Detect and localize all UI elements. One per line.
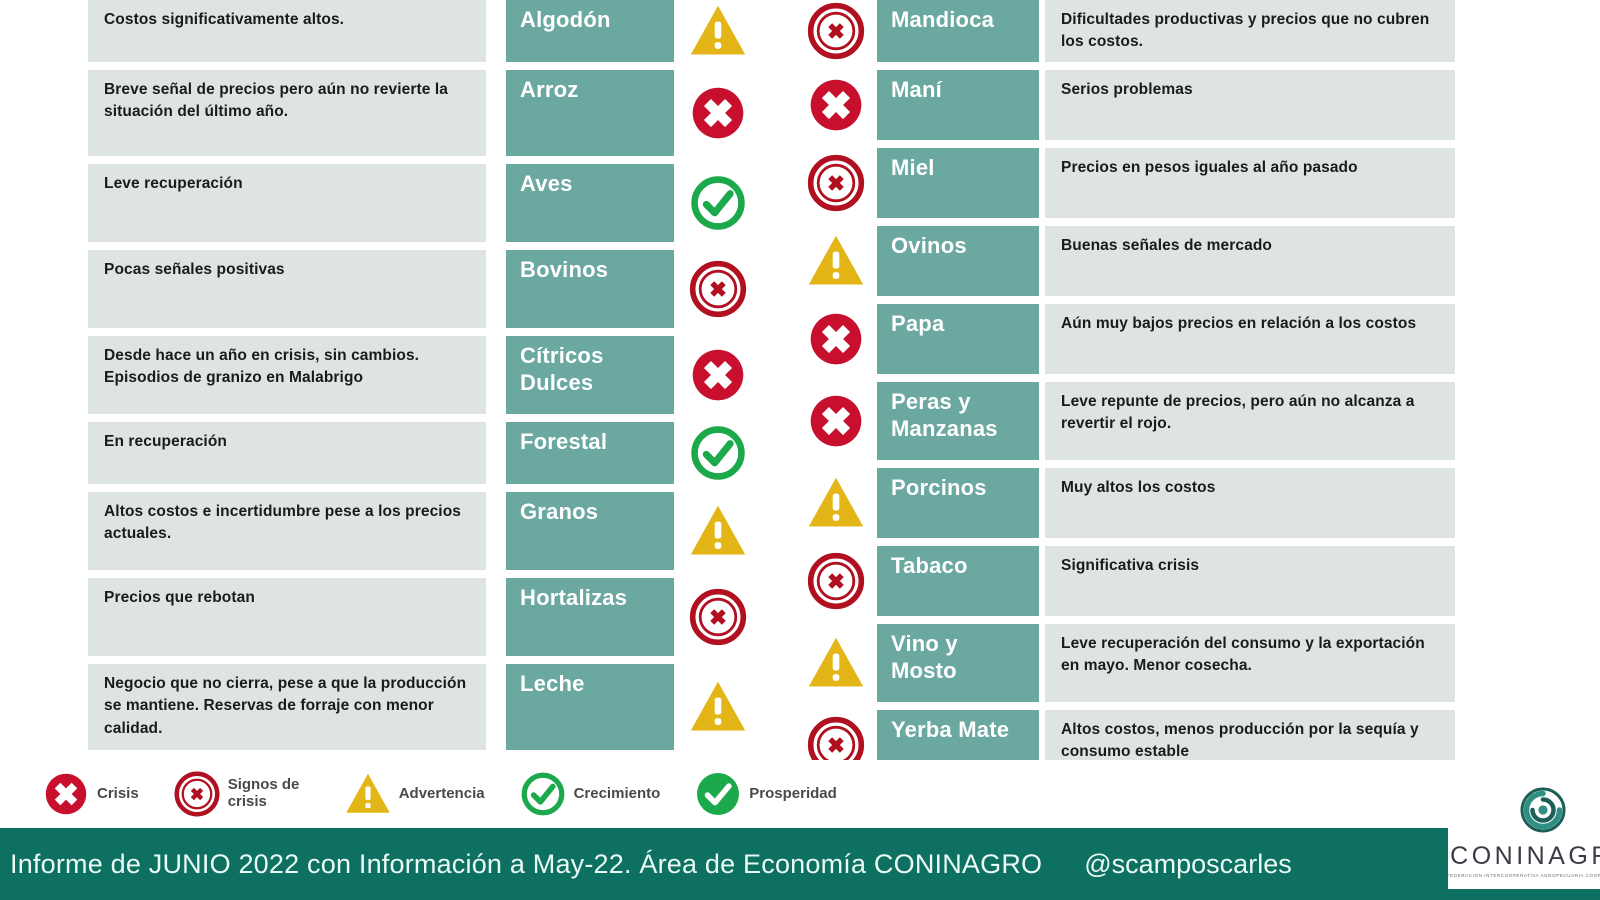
legend-item-label: Prosperidad [749,784,837,802]
row-status-signos-de-crisis-icon [676,578,760,656]
status-row: Costos significativamente altos. Algodón [88,0,778,62]
row-product-name: Cítricos Dulces [506,336,674,414]
row-product-name: Maní [877,70,1039,140]
row-product-name: Ovinos [877,226,1039,296]
row-description: Altos costos e incertidumbre pese a los … [88,492,486,570]
status-row: Aún muy bajos precios en relación a los … [795,304,1485,374]
row-status-signos-de-crisis-icon [795,546,877,616]
status-row: Buenas señales de mercado Ovinos [795,226,1485,296]
row-description: Buenas señales de mercado [1045,226,1455,296]
advertencia-icon [344,770,392,818]
row-product-name: Porcinos [877,468,1039,538]
row-product-name: Granos [506,492,674,570]
legend-item: Prosperidad [694,770,837,818]
row-status-crecimiento-icon [676,164,760,242]
legend-item: Advertencia [344,770,485,818]
row-status-crecimiento-icon [676,422,760,484]
row-description: Desde hace un año en crisis, sin cambios… [88,336,486,414]
row-product-name: Hortalizas [506,578,674,656]
row-product-name: Peras y Manzanas [877,382,1039,460]
row-product-name: Forestal [506,422,674,484]
crecimiento-icon [519,770,567,818]
legend-item: Crisis [42,770,139,818]
status-row: Significativa crisis Tabaco [795,546,1485,616]
legend-item: Crecimiento [519,770,661,818]
status-row: Leve repunte de precios, pero aún no alc… [795,382,1485,460]
coninagro-tagline: CONFEDERACIÓN INTERCOOPERATIVA AGROPECUA… [1448,872,1600,878]
status-row: En recuperación Forestal [88,422,778,484]
row-status-crisis-icon [795,382,877,460]
row-description: En recuperación [88,422,486,484]
row-status-signos-de-crisis-icon [795,148,877,218]
status-row: Pocas señales positivas Bovinos [88,250,778,328]
row-status-advertencia-icon [676,0,760,62]
row-description: Aún muy bajos precios en relación a los … [1045,304,1455,374]
status-row: Desde hace un año en crisis, sin cambios… [88,336,778,414]
row-description: Serios problemas [1045,70,1455,140]
status-row: Leve recuperación Aves [88,164,778,242]
row-product-name: Algodón [506,0,674,62]
row-status-advertencia-icon [795,226,877,296]
row-description: Muy altos los costos [1045,468,1455,538]
legend: Crisis Signos de crisis Advertencia Crecimi… [0,760,1600,828]
footer-twitter-handle: @scamposcarles [1084,848,1292,879]
status-row: Altos costos e incertidumbre pese a los … [88,492,778,570]
signos-de-crisis-icon [173,770,221,818]
row-product-name: Leche [506,664,674,750]
row-status-signos-de-crisis-icon [795,0,877,62]
footer-report-text: Informe de JUNIO 2022 con Información a … [10,848,1043,879]
row-description: Pocas señales positivas [88,250,486,328]
row-product-name: Vino y Mosto [877,624,1039,702]
legend-item-label: Advertencia [398,784,485,802]
row-status-crisis-icon [676,336,760,414]
row-status-crisis-icon [676,70,760,156]
status-row: Precios en pesos iguales al año pasado Mi… [795,148,1485,218]
footer-bar: Informe de JUNIO 2022 con Información a … [0,828,1600,900]
row-status-advertencia-icon [676,492,760,570]
legend-item-label: Crecimiento [573,784,661,802]
row-description: Leve recuperación del consumo y la expor… [1045,624,1455,702]
legend-item-label: Signos de crisis [227,776,300,810]
row-description: Negocio que no cierra, pese a que la pro… [88,664,486,750]
row-description: Significativa crisis [1045,546,1455,616]
status-board: Costos significativamente altos. Algodón B… [88,0,1455,780]
row-description: Costos significativamente altos. [88,0,486,62]
row-product-name: Mandioca [877,0,1039,62]
row-product-name: Papa [877,304,1039,374]
row-status-crisis-icon [795,304,877,374]
status-row: Precios que rebotan Hortalizas [88,578,778,656]
row-status-advertencia-icon [795,624,877,702]
row-status-crisis-icon [795,70,877,140]
row-product-name: Aves [506,164,674,242]
status-row: Muy altos los costos Porcinos [795,468,1485,538]
row-description: Dificultades productivas y precios que n… [1045,0,1455,62]
row-product-name: Tabaco [877,546,1039,616]
row-description: Leve recuperación [88,164,486,242]
row-status-advertencia-icon [795,468,877,538]
row-description: Leve repunte de precios, pero aún no alc… [1045,382,1455,460]
legend-item-label: Crisis [97,784,139,802]
prosperidad-icon [694,770,742,818]
row-description: Precios en pesos iguales al año pasado [1045,148,1455,218]
status-row: Negocio que no cierra, pese a que la pro… [88,664,778,750]
coninagro-mark-icon [1520,787,1566,838]
coninagro-logo-card: CONINAGRO CONFEDERACIÓN INTERCOOPERATIVA… [1448,775,1600,889]
row-description: Breve señal de precios pero aún no revie… [88,70,486,156]
crisis-icon [42,770,90,818]
row-status-signos-de-crisis-icon [676,250,760,328]
row-product-name: Arroz [506,70,674,156]
right-status-column: Dificultades productivas y precios que n… [795,0,1485,788]
coninagro-wordmark: CONINAGRO [1450,841,1600,870]
status-row: Dificultades productivas y precios que n… [795,0,1485,62]
status-row: Serios problemas Maní [795,70,1485,140]
row-product-name: Bovinos [506,250,674,328]
left-status-column: Costos significativamente altos. Algodón B… [88,0,778,758]
row-status-advertencia-icon [676,664,760,750]
row-product-name: Miel [877,148,1039,218]
status-row: Leve recuperación del consumo y la expor… [795,624,1485,702]
status-row: Breve señal de precios pero aún no revie… [88,70,778,156]
row-description: Precios que rebotan [88,578,486,656]
legend-item: Signos de crisis [173,770,310,818]
